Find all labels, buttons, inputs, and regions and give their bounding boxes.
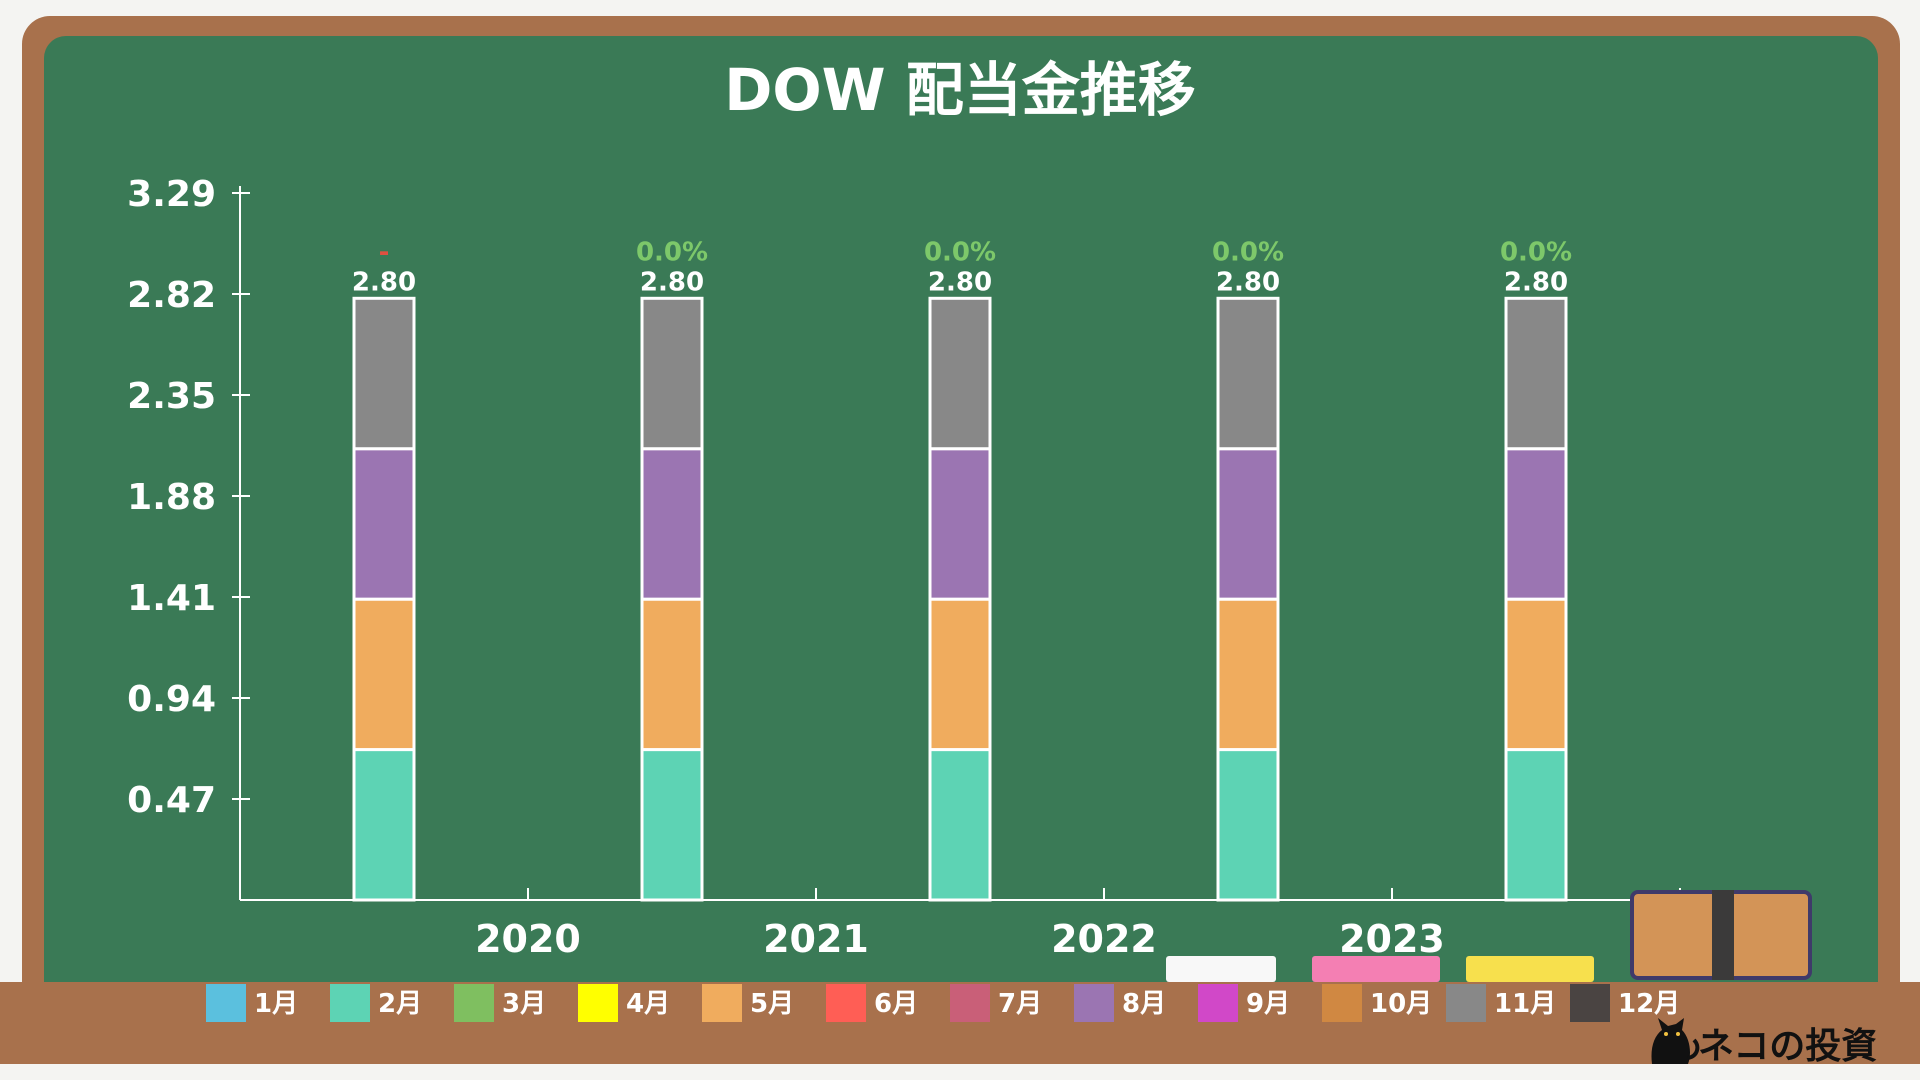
bar-segment-2023-11月	[1216, 296, 1280, 451]
legend-label: 11月	[1494, 989, 1556, 1019]
white-chalk	[1166, 956, 1276, 982]
legend-swatch	[826, 984, 866, 1022]
bar-labels: 2.80-2.800.0%2.800.0%2.800.0%2.800.0%	[352, 237, 1572, 297]
bar-segment-2023-8月	[1216, 447, 1280, 601]
y-tick-label: 2.35	[127, 376, 216, 417]
bar-segment-2023-2月	[1216, 748, 1280, 902]
legend-swatch	[702, 984, 742, 1022]
y-tick-label: 1.88	[127, 477, 216, 518]
legend-label: 4月	[626, 989, 670, 1019]
bar-growth-label: 0.0%	[636, 237, 708, 267]
bar-growth-label: -	[379, 237, 390, 267]
legend-label: 12月	[1618, 989, 1680, 1019]
bars	[352, 296, 1568, 902]
brand-text: ネコの投資	[1698, 1026, 1877, 1067]
y-tick-label: 3.29	[127, 174, 216, 215]
bar-total-label: 2.80	[1216, 267, 1280, 297]
legend-swatch	[1322, 984, 1362, 1022]
chart-title: DOW 配当金推移	[724, 56, 1196, 124]
bar-segment-2023-5月	[1216, 597, 1280, 752]
bar-segment-2021-8月	[640, 447, 704, 601]
bar-segment-2020-11月	[352, 296, 416, 451]
legend-swatch	[206, 984, 246, 1022]
legend-swatch	[454, 984, 494, 1022]
legend-label: 7月	[998, 989, 1042, 1019]
bar-segment-2024-5月	[1504, 597, 1568, 752]
bar-total-label: 2.80	[1504, 267, 1568, 297]
bar-segment-2022-5月	[928, 597, 992, 752]
legend-swatch	[1570, 984, 1610, 1022]
bar-segment-2021-5月	[640, 597, 704, 752]
legend-label: 1月	[254, 989, 298, 1019]
bar-segment-2022-11月	[928, 296, 992, 451]
bar-growth-label: 0.0%	[1212, 237, 1284, 267]
bar-growth-label: 0.0%	[1500, 237, 1572, 267]
bar-segment-2022-8月	[928, 447, 992, 601]
bar-total-label: 2.80	[352, 267, 416, 297]
legend-label: 8月	[1122, 989, 1166, 1019]
legend-label: 10月	[1370, 989, 1432, 1019]
legend-swatch	[950, 984, 990, 1022]
bar-segment-2020-2月	[352, 748, 416, 902]
legend-label: 5月	[750, 989, 794, 1019]
bar-segment-2021-11月	[640, 296, 704, 451]
legend-label: 2月	[378, 989, 422, 1019]
bar-segment-2024-11月	[1504, 296, 1568, 451]
bar-segment-2021-2月	[640, 748, 704, 902]
cat-icon	[1651, 1018, 1700, 1064]
legend-label: 3月	[502, 989, 546, 1019]
x-tick-label: 2020	[475, 917, 581, 961]
pink-chalk	[1312, 956, 1440, 982]
bar-segment-2024-2月	[1504, 748, 1568, 902]
bar-segment-2020-5月	[352, 597, 416, 752]
eraser-icon	[1630, 890, 1812, 980]
y-tick-label: 0.47	[127, 780, 216, 821]
legend-swatch	[578, 984, 618, 1022]
y-ticks: 0.47 0.94 1.41 1.88 2.35 2.82 3.29	[127, 174, 250, 821]
legend-swatch	[330, 984, 370, 1022]
legend-swatch	[1446, 984, 1486, 1022]
y-tick-label: 2.82	[127, 275, 216, 316]
chalk-pieces	[1166, 956, 1594, 982]
bar-growth-label: 0.0%	[924, 237, 996, 267]
bar-segment-2022-2月	[928, 748, 992, 902]
bar-total-label: 2.80	[928, 267, 992, 297]
bar-segment-2024-8月	[1504, 447, 1568, 601]
x-tick-label: 2021	[763, 917, 869, 961]
bar-segment-2020-8月	[352, 447, 416, 601]
legend-swatch	[1198, 984, 1238, 1022]
y-tick-label: 0.94	[127, 679, 216, 720]
legend-label: 6月	[874, 989, 918, 1019]
x-tick-label: 2022	[1051, 917, 1157, 961]
legend-label: 9月	[1246, 989, 1290, 1019]
bar-total-label: 2.80	[640, 267, 704, 297]
legend-swatch	[1074, 984, 1114, 1022]
x-tick-label: 2023	[1339, 917, 1445, 961]
y-tick-label: 1.41	[127, 578, 216, 619]
legend: 1月 2月 3月 4月 5月 6月 7月 8月 9月 10月 11月 12月	[206, 984, 1680, 1022]
yellow-chalk	[1466, 956, 1594, 982]
